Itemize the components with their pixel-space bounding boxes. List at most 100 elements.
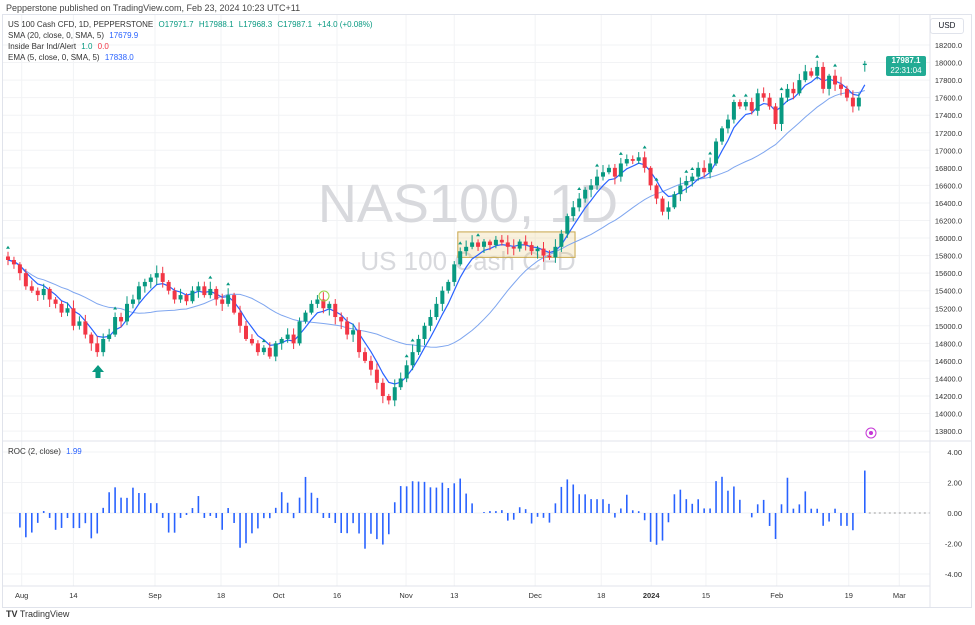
candle-body [29,286,34,291]
time-tick-label: 13 [450,591,458,600]
candle [244,321,248,342]
candle [327,301,332,316]
candle [696,162,701,181]
price-tick-label: 15200.0 [935,304,962,313]
candle-body [130,299,135,304]
candle-body [410,352,415,366]
candle-body [797,80,802,94]
tv-logo-icon: TV [6,609,18,619]
candle [386,393,391,405]
roc-legend[interactable]: ROC (2, close) 1.99 [8,447,85,456]
candle [511,239,516,256]
candle-body [142,281,147,287]
candle [220,293,225,311]
candle-body [303,312,308,322]
candle-body [59,303,64,313]
candle-body [196,286,201,291]
candle-body [238,312,243,326]
candle-body [612,167,617,177]
inside-bar-marker-icon [618,151,623,155]
time-tick-label: Nov [399,591,413,600]
inside-bar-legend[interactable]: Inside Bar Ind/Alert 1.0 0.0 [8,42,112,51]
candle [303,310,308,324]
candle-body [553,246,558,258]
inside-bar-marker-icon [226,282,231,286]
candle [618,151,623,182]
candle [440,286,445,312]
candle [850,90,855,113]
candle [702,160,707,178]
candle-body [493,239,498,246]
inside-bar-label: Inside Bar Ind/Alert [8,42,77,51]
candle [208,275,213,299]
candle [142,278,147,293]
candle-body [785,88,790,98]
candle-body [53,299,58,304]
candle [589,179,594,198]
ema-legend[interactable]: EMA (5, close, 0, SMA, 5) 17838.0 [8,53,137,62]
candle-body [773,106,778,124]
ema-value: 17838.0 [104,53,134,62]
candle [202,281,207,298]
candle-body [470,242,475,247]
candle [315,295,320,308]
candle [374,363,379,390]
candle-body [446,281,451,291]
candle [83,314,88,339]
candle-body [559,233,564,247]
candle [559,229,564,252]
candle-body [809,71,814,76]
marker-icon[interactable] [865,427,877,439]
candle-body [226,295,231,304]
candle-body [101,338,106,353]
candle-body [220,299,225,304]
candle [190,286,195,304]
candle-body [380,382,385,396]
currency-button[interactable]: USD [930,18,964,34]
candle [428,309,433,332]
candle [184,293,189,306]
candle [89,332,94,351]
candle [196,281,201,298]
candle-body [95,343,100,353]
candle [333,299,338,325]
price-tick-label: 14200.0 [935,392,962,401]
candle [23,268,28,290]
time-tick-label: 19 [845,591,853,600]
candle [35,287,40,301]
price-tick-label: 17200.0 [935,129,962,138]
candle-body [41,288,46,296]
candle-body [255,343,260,353]
candle [583,187,588,203]
candle [660,196,665,216]
tradingview-logo[interactable]: TV TradingView [6,609,69,619]
sma-value: 17679.9 [109,31,139,40]
candle-body [166,281,171,291]
candle-body [291,334,296,344]
candle-body [315,299,320,304]
candle-body [761,93,766,98]
symbol-legend: US 100 Cash CFD, 1D, PEPPERSTONE O17971.… [8,20,375,29]
candle [357,322,362,358]
roc-tick-label: -2.00 [945,540,962,549]
candle-body [422,325,427,339]
candle-body [827,75,832,89]
candle-body [416,338,421,353]
candle [339,312,344,330]
candle-body [517,241,522,249]
candle-body [571,207,576,217]
candle-body [529,245,534,252]
candle [499,235,504,246]
candle [601,165,605,181]
last-price: 17987.1 [891,56,921,65]
sma-legend[interactable]: SMA (20, close, 0, SMA, 5) 17679.9 [8,31,141,40]
candle-body [595,176,600,186]
candle-body [23,273,28,287]
candle [624,154,629,167]
candle-body [113,317,118,335]
price-tick-label: 13800.0 [935,427,962,436]
candle [749,97,754,115]
low-value: L17968.3 [238,20,273,29]
candle-body [434,303,439,318]
